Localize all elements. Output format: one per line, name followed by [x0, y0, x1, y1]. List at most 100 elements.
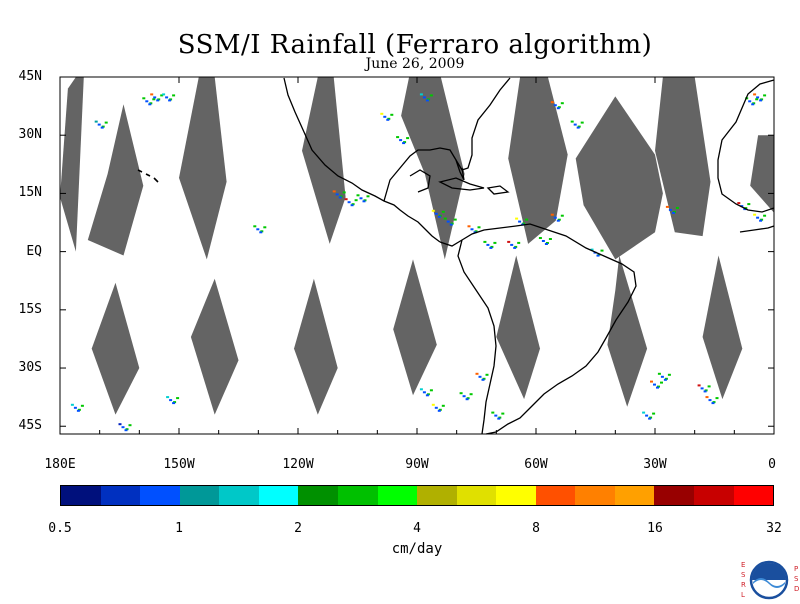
colorbar-cell	[456, 486, 497, 505]
rain-pixel	[124, 429, 128, 432]
colorbar-tick-label: 1	[175, 521, 183, 536]
rain-pixel	[150, 93, 154, 96]
rain-pixel	[513, 246, 517, 249]
rain-pixel	[711, 402, 715, 405]
no-data-swath	[508, 77, 568, 244]
lat-label: 30S	[18, 360, 42, 376]
rain-pixel	[478, 375, 482, 378]
rain-pixel	[437, 215, 441, 218]
rain-pixel	[142, 97, 146, 100]
rain-pixel	[556, 219, 560, 222]
rain-pixel	[100, 126, 104, 129]
colorbar-tick-label: 16	[647, 521, 663, 536]
rain-pixel	[763, 214, 767, 217]
rain-pixel	[172, 94, 176, 97]
colorbar-cell	[694, 486, 734, 505]
rain-pixel	[657, 372, 661, 375]
rain-pixel	[338, 196, 342, 199]
rain-pixel	[453, 218, 457, 221]
colorbar-cell	[654, 486, 694, 505]
lon-label: 30W	[643, 457, 667, 472]
rain-pixel	[332, 190, 336, 193]
no-data-swath	[575, 96, 663, 260]
rain-pixel	[459, 392, 463, 395]
colorbar-cell	[496, 486, 536, 505]
south-america-west-coast	[457, 239, 497, 435]
no-data-swath	[179, 77, 227, 260]
rain-pixel	[362, 200, 366, 203]
rain-pixel	[753, 213, 757, 216]
rain-pixel	[753, 93, 757, 96]
rain-pixel	[443, 217, 447, 220]
rain-pixel	[510, 243, 514, 246]
rain-pixel	[553, 216, 557, 219]
rain-pixel	[422, 96, 426, 99]
colorbar-cell	[258, 486, 299, 505]
rain-pixel	[434, 212, 438, 215]
yucatan-coast	[409, 169, 431, 193]
rain-pixel	[544, 243, 548, 245]
no-data-swath	[294, 278, 338, 415]
rain-pixel	[541, 240, 545, 242]
no-data-swath	[401, 77, 465, 260]
rain-pixel	[344, 198, 348, 201]
rain-pixel	[493, 241, 497, 244]
rain-pixel	[751, 103, 755, 106]
rain-pixel	[399, 139, 403, 142]
rain-pixel	[386, 118, 390, 121]
colorbar-cell	[535, 486, 576, 505]
rain-pixel	[556, 107, 560, 110]
rain-pixel	[759, 219, 763, 222]
cuba-coast	[438, 177, 485, 191]
rain-pixel	[425, 99, 429, 102]
rain-pixel	[663, 378, 667, 381]
rain-pixel	[650, 380, 653, 383]
rain-pixel	[128, 424, 132, 427]
rain-pixel	[580, 121, 584, 124]
rain-pixel	[715, 397, 719, 400]
north-america-coast	[283, 77, 441, 243]
rain-pixel	[162, 93, 166, 96]
no-data-swath	[190, 278, 239, 415]
rain-pixel	[465, 398, 469, 401]
colorbar-cell	[417, 486, 457, 505]
rain-pixel	[168, 99, 172, 102]
rain-pixel	[383, 115, 387, 118]
rain-pixel	[652, 412, 656, 415]
rain-pixel	[390, 113, 394, 116]
lon-label: 0	[768, 457, 776, 472]
colorbar-cell	[298, 486, 338, 505]
rain-pixel	[590, 248, 594, 251]
rain-pixel	[76, 409, 80, 412]
rain-pixel	[642, 411, 646, 414]
south-america-coast	[439, 223, 637, 435]
map-title: SSM/I Rainfall (Ferraro algorithm)	[177, 30, 653, 60]
no-data-swaths	[60, 77, 774, 415]
colorbar-cell	[179, 486, 220, 505]
rain-pixel	[429, 389, 433, 392]
rain-pixel	[648, 417, 652, 420]
lon-label: 60W	[524, 457, 548, 472]
rain-pixel	[553, 104, 557, 107]
noaa-logo: ESRL PSD	[737, 560, 800, 600]
no-data-swath	[655, 77, 711, 237]
rain-pixel	[359, 197, 363, 200]
rain-pixel	[152, 98, 156, 101]
rain-pixel	[576, 126, 580, 129]
rain-pixel	[485, 373, 489, 376]
rain-pixel	[517, 241, 521, 244]
lon-label: 180E	[44, 457, 76, 472]
rain-pixel	[73, 406, 77, 409]
rain-pixel	[748, 100, 752, 103]
rain-pixel	[94, 120, 98, 123]
rain-pixel	[550, 213, 554, 216]
rain-pixel	[596, 254, 600, 257]
lat-label: 15S	[18, 301, 42, 317]
rain-pixel	[145, 100, 149, 103]
rain-pixel	[707, 385, 711, 388]
rain-pixel	[169, 399, 173, 402]
rain-pixel	[501, 412, 505, 415]
lat-label: EQ	[26, 243, 42, 259]
rain-pixel	[756, 96, 760, 99]
